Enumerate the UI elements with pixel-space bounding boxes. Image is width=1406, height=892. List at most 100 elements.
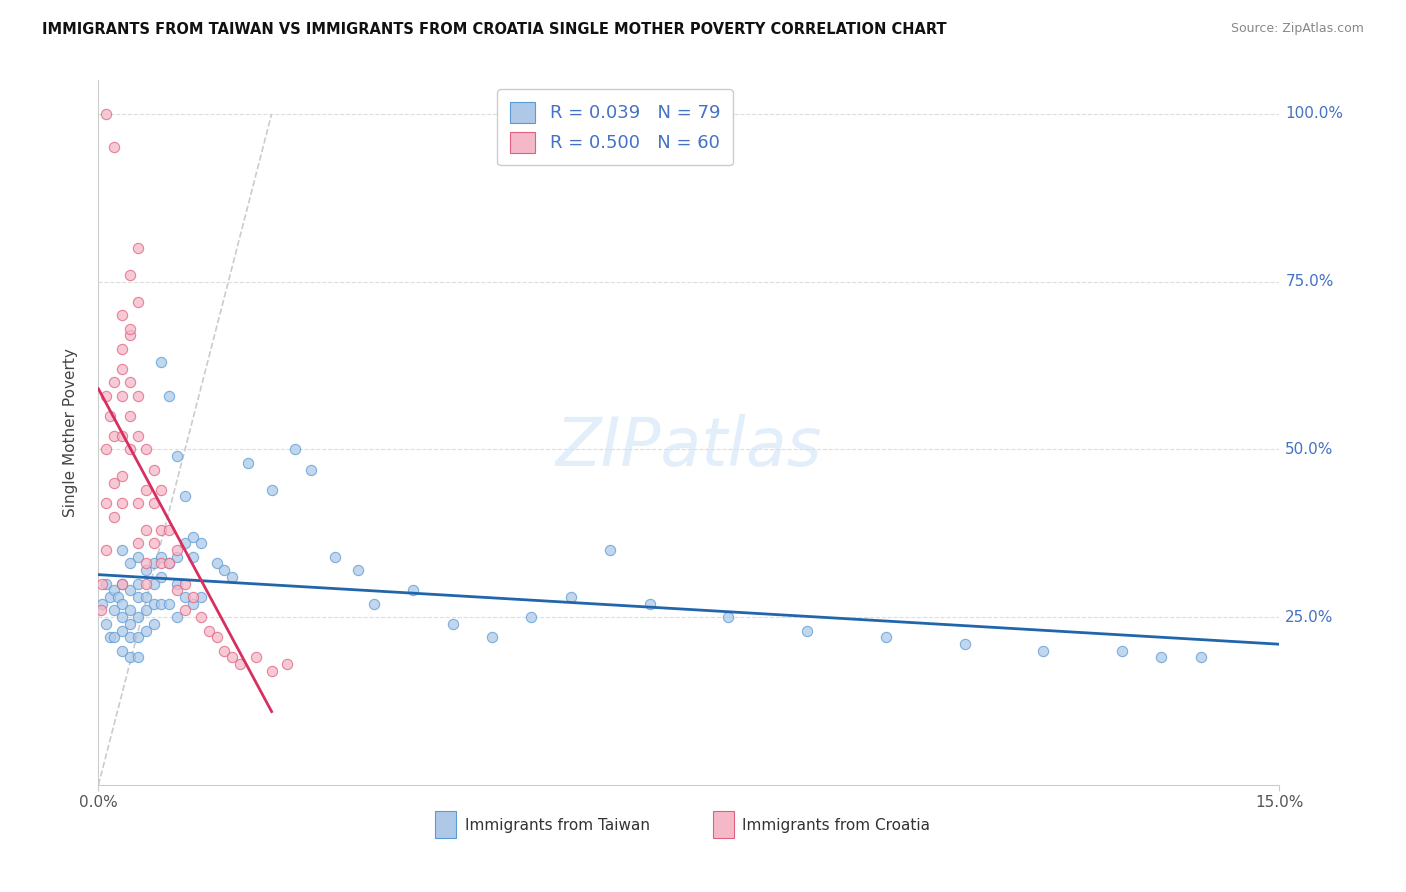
Point [520, 610, 543, 624]
Point [111, 543, 134, 558]
Point [96, 496, 118, 510]
Point [150, 570, 173, 584]
Point [127, 576, 149, 591]
Point [174, 590, 197, 604]
Point [103, 376, 125, 390]
Point [150, 523, 173, 537]
Point [181, 590, 204, 604]
Point [150, 549, 173, 564]
Point [190, 536, 212, 550]
Point [181, 530, 204, 544]
Point [96, 576, 118, 591]
Point [441, 616, 464, 631]
Legend: R = 0.039   N = 79, R = 0.500   N = 60: R = 0.039 N = 79, R = 0.500 N = 60 [498, 89, 733, 165]
Point [481, 630, 503, 644]
Point [96, 616, 118, 631]
Point [96, 442, 118, 457]
Point [127, 590, 149, 604]
Point [221, 570, 243, 584]
Point [363, 597, 385, 611]
Point [142, 462, 165, 476]
Point [142, 576, 165, 591]
Point [118, 409, 141, 423]
Point [142, 597, 165, 611]
Point [118, 328, 141, 343]
Point [98, 409, 121, 423]
Point [260, 664, 283, 678]
Point [111, 576, 134, 591]
Point [127, 650, 149, 665]
Point [205, 630, 228, 644]
Point [638, 597, 661, 611]
Point [127, 389, 149, 403]
Point [236, 456, 259, 470]
Point [166, 576, 188, 591]
Point [111, 362, 134, 376]
Point [103, 603, 125, 617]
Point [142, 536, 165, 550]
Point [1111, 644, 1133, 658]
Point [190, 590, 212, 604]
Point [1189, 650, 1212, 665]
Point [127, 429, 149, 443]
Point [205, 557, 228, 571]
Point [135, 603, 157, 617]
Point [98, 630, 121, 644]
Point [96, 107, 118, 121]
Point [174, 576, 197, 591]
Point [299, 462, 322, 476]
Point [229, 657, 252, 672]
Point [111, 469, 134, 483]
Point [111, 576, 134, 591]
Point [111, 624, 134, 638]
Point [157, 597, 180, 611]
Point [157, 389, 180, 403]
Text: Source: ZipAtlas.com: Source: ZipAtlas.com [1230, 22, 1364, 36]
Text: 100.0%: 100.0% [1285, 106, 1343, 121]
Point [135, 523, 157, 537]
Point [91, 576, 114, 591]
Text: ZIPatlas: ZIPatlas [555, 414, 823, 480]
Point [127, 241, 149, 255]
Point [103, 583, 125, 598]
Point [91, 597, 114, 611]
Point [135, 590, 157, 604]
Point [127, 536, 149, 550]
Point [118, 268, 141, 282]
Point [560, 590, 582, 604]
Point [166, 610, 188, 624]
Point [181, 597, 204, 611]
Point [111, 389, 134, 403]
Point [347, 563, 370, 577]
Point [1032, 644, 1054, 658]
Point [221, 650, 243, 665]
Point [157, 557, 180, 571]
Point [135, 557, 157, 571]
Point [118, 557, 141, 571]
Point [166, 449, 188, 463]
Point [127, 496, 149, 510]
Point [135, 442, 157, 457]
Point [111, 342, 134, 356]
Point [135, 483, 157, 497]
Point [214, 644, 236, 658]
Point [150, 355, 173, 369]
Point [181, 549, 204, 564]
Point [135, 624, 157, 638]
Point [166, 583, 188, 598]
Point [166, 549, 188, 564]
Point [796, 624, 818, 638]
Point [245, 650, 267, 665]
Point [197, 624, 219, 638]
Point [875, 630, 897, 644]
Point [90, 603, 112, 617]
Point [111, 429, 134, 443]
Point [135, 563, 157, 577]
Point [103, 630, 125, 644]
Bar [434, 811, 457, 838]
Y-axis label: Single Mother Poverty: Single Mother Poverty [63, 348, 77, 517]
Point [402, 583, 425, 598]
Point [717, 610, 740, 624]
Point [166, 543, 188, 558]
Point [1150, 650, 1173, 665]
